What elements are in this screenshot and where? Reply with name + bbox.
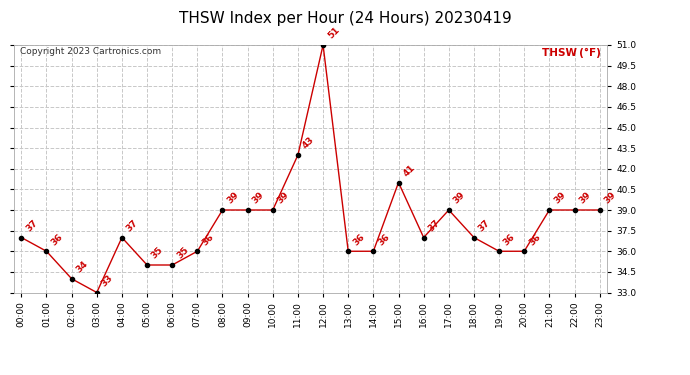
Text: 43: 43	[301, 135, 316, 151]
Text: 35: 35	[175, 246, 190, 261]
Text: THSW Index per Hour (24 Hours) 20230419: THSW Index per Hour (24 Hours) 20230419	[179, 11, 511, 26]
Text: 37: 37	[125, 218, 140, 233]
Text: THSW (°F): THSW (°F)	[542, 48, 601, 57]
Text: 39: 39	[275, 190, 291, 206]
Text: 35: 35	[150, 246, 165, 261]
Text: 36: 36	[502, 232, 517, 247]
Text: 37: 37	[477, 218, 492, 233]
Text: 39: 39	[225, 190, 241, 206]
Text: 36: 36	[527, 232, 542, 247]
Text: 51: 51	[326, 26, 341, 41]
Text: 41: 41	[402, 163, 417, 178]
Text: 39: 39	[602, 190, 618, 206]
Text: 39: 39	[451, 190, 467, 206]
Text: 39: 39	[250, 190, 266, 206]
Text: 37: 37	[426, 218, 442, 233]
Text: 39: 39	[578, 190, 593, 206]
Text: 34: 34	[75, 259, 90, 274]
Text: Copyright 2023 Cartronics.com: Copyright 2023 Cartronics.com	[20, 48, 161, 57]
Text: 36: 36	[49, 232, 64, 247]
Text: 36: 36	[376, 232, 391, 247]
Text: 39: 39	[552, 190, 567, 206]
Text: 36: 36	[351, 232, 366, 247]
Text: 37: 37	[24, 218, 39, 233]
Text: 33: 33	[99, 273, 115, 288]
Text: 36: 36	[200, 232, 215, 247]
